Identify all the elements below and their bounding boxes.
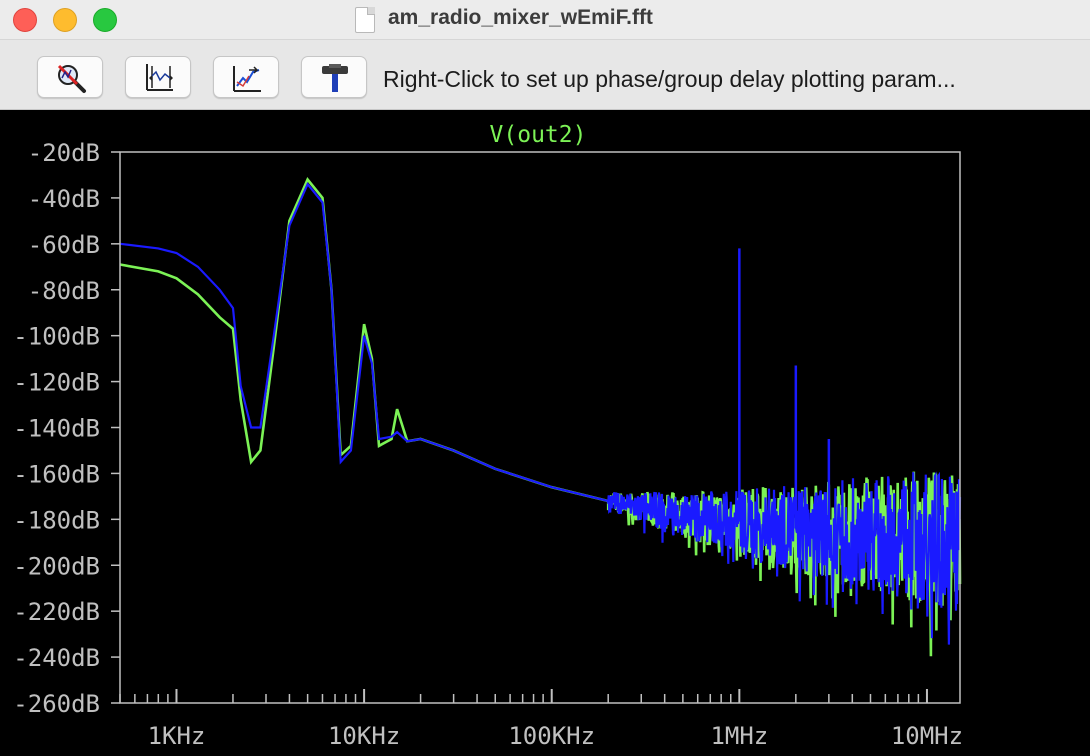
y-axis-labels: -20dB -40dB -60dB -80dB -100dB -120dB -140dB -1… (13, 139, 100, 718)
waveform-icon (233, 66, 261, 92)
y-tick-label: -200dB (13, 552, 100, 580)
fft-plot[interactable]: V(out2) -20dB -40dB -60dB -80dB -100dB -120dB… (0, 111, 1090, 756)
y-tick-label: -120dB (13, 369, 100, 397)
waveform-button[interactable] (213, 56, 279, 98)
ticks (111, 151, 928, 704)
y-tick-label: -240dB (13, 644, 100, 672)
close-window-button[interactable] (13, 8, 37, 32)
y-tick-label: -100dB (13, 323, 100, 351)
y-tick-label: -60dB (28, 231, 100, 259)
minimize-window-button[interactable] (53, 8, 77, 32)
trace-line-2 (119, 182, 962, 645)
chart-title: V(out2) (490, 122, 587, 148)
y-tick-label: -260dB (13, 690, 100, 718)
toolbar-hint: Right-Click to set up phase/group delay … (383, 66, 956, 92)
y-tick-label: -220dB (13, 598, 100, 626)
x-tick-label: 10MHz (891, 722, 963, 750)
x-tick-label: 10KHz (328, 722, 400, 750)
y-tick-label: -140dB (13, 415, 100, 443)
traces (119, 177, 962, 657)
x-tick-label: 100KHz (508, 722, 595, 750)
x-tick-label: 1KHz (148, 722, 206, 750)
y-tick-label: -180dB (13, 506, 100, 534)
autorange-button[interactable] (125, 56, 191, 98)
plot-area[interactable]: V(out2) -20dB -40dB -60dB -80dB -100dB -120dB… (0, 111, 1090, 756)
hammer-button[interactable] (301, 56, 367, 98)
x-axis-labels: 1KHz 10KHz 100KHz 1MHz 10MHz (148, 722, 964, 750)
x-tick-label: 1MHz (710, 722, 768, 750)
title-bar: am_radio_mixer_wEmiF.fft (0, 0, 1090, 40)
y-tick-label: -160dB (13, 460, 100, 488)
y-tick-label: -20dB (28, 139, 100, 167)
document-icon (355, 7, 375, 33)
hammer-icon (322, 64, 348, 92)
y-tick-label: -80dB (28, 277, 100, 305)
maximize-window-button[interactable] (93, 8, 117, 32)
zoom-cancel-icon (57, 64, 86, 93)
y-tick-label: -40dB (28, 185, 100, 213)
autorange-icon (146, 64, 173, 91)
window-title: am_radio_mixer_wEmiF.fft (388, 6, 653, 29)
toolbar: Right-Click to set up phase/group delay … (0, 40, 1090, 110)
zoom-cancel-button[interactable] (37, 56, 103, 98)
